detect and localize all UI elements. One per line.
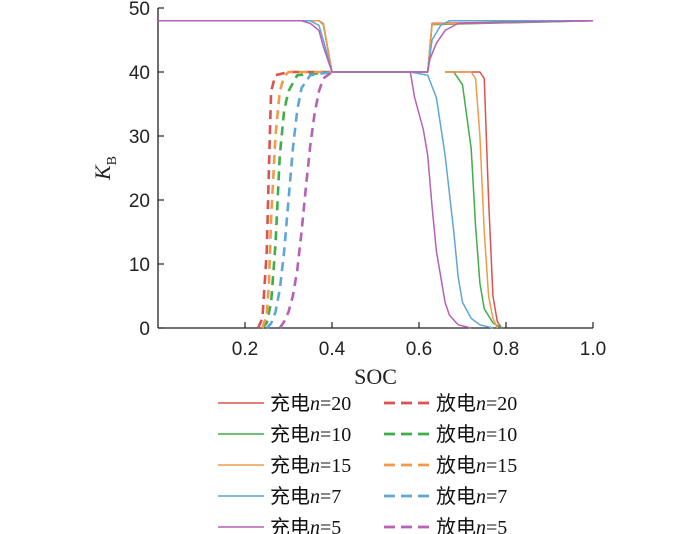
series-line-2 [158,20,594,329]
legend-label: 充电n=15 [270,454,351,477]
legend-label-eq: =5 [486,517,507,534]
legend-label-var: n [476,517,486,534]
legend-label-prefix: 放电 [436,423,476,446]
legend-label-eq: =20 [320,393,351,415]
legend-label: 放电n=20 [436,392,517,415]
legend-label-var: n [310,486,320,508]
axes: 0 10 20 30 40 50 0.2 0.4 0.6 0.8 1.0 SOC KB [90,0,606,389]
legend-label-var: n [310,424,320,446]
legend-label-prefix: 放电 [436,516,476,534]
legend-label-prefix: 充电 [270,423,310,446]
legend-label-var: n [310,455,320,477]
legend-label-var: n [476,424,486,446]
x-tick-label: 0.6 [406,339,432,360]
x-tick-label: 0.8 [493,339,519,360]
legend-label-eq: =7 [320,486,341,508]
y-axis-title: KB [90,156,120,181]
legend-label-prefix: 充电 [270,392,310,415]
series-layer [158,20,594,329]
legend-label-prefix: 放电 [436,485,476,508]
series-line-5 [261,70,332,329]
y-tick-label: 20 [129,191,150,212]
legend-label-var: n [310,517,320,534]
legend-label-prefix: 放电 [436,454,476,477]
legend-label-eq: =5 [320,517,341,534]
legend-label-prefix: 充电 [270,485,310,508]
legend-label-prefix: 充电 [270,516,310,534]
legend-label: 充电n=10 [270,423,351,446]
legend-label: 放电n=10 [436,423,517,446]
legend-label-prefix: 充电 [270,454,310,477]
legend-label: 放电n=7 [436,485,507,508]
x-tick-label: 0.2 [232,339,258,360]
y-axis-title-sub: B [105,156,120,165]
y-axis-title-main: K [90,164,115,181]
legend-label-eq: =7 [486,486,507,508]
x-tick-label: 1.0 [580,339,606,360]
legend-label: 放电n=15 [436,454,517,477]
series-line-9 [278,70,333,329]
legend-label: 充电n=5 [270,516,341,534]
series-line-7 [265,70,333,329]
series-line-4 [158,20,594,329]
legend-label-eq: =15 [486,455,517,477]
y-tick-label: 50 [129,0,150,20]
legend-label-eq: =10 [486,424,517,446]
legend-label-var: n [476,393,486,415]
x-tick-label: 0.4 [319,339,346,360]
series-line-6 [158,20,593,329]
series-line-0 [158,20,594,329]
legend-label-var: n [476,455,486,477]
legend-label-eq: =20 [486,393,517,415]
legend-label-eq: =10 [320,424,351,446]
legend-label: 充电n=7 [270,485,341,508]
series-line-1 [256,70,332,329]
y-tick-label: 10 [129,255,150,276]
y-tick-label: 40 [129,63,150,84]
legend-label: 放电n=5 [436,516,507,534]
x-axis-title: SOC [354,364,397,389]
legend-label: 充电n=20 [270,392,351,415]
series-line-8 [158,20,594,329]
legend-label-prefix: 放电 [436,392,476,415]
legend-label-var: n [476,486,486,508]
legend-label-eq: =15 [320,455,351,477]
y-tick-label: 0 [139,319,150,340]
y-tick-label: 30 [129,127,150,148]
legend-label-var: n [310,393,320,415]
